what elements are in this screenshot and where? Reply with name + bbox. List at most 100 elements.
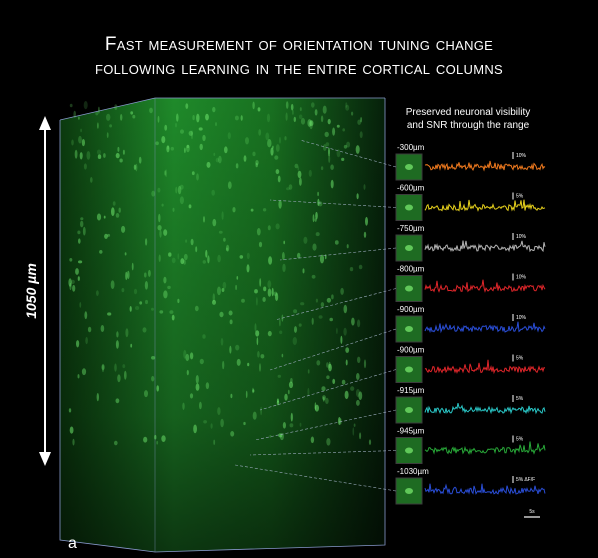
depth-label: -750µm [397, 224, 425, 233]
neuron [243, 421, 246, 426]
neuron [227, 132, 231, 140]
neuron [359, 432, 362, 440]
neuron [177, 253, 180, 260]
neuron [300, 118, 306, 125]
neuron [271, 287, 274, 297]
depth-label: 1050 µm [23, 263, 39, 319]
neuron [161, 136, 166, 144]
neuron [114, 104, 118, 110]
neuron [342, 128, 346, 132]
neuron [170, 146, 174, 151]
neuron [270, 147, 274, 156]
neuron [245, 137, 249, 145]
neuron [297, 252, 301, 259]
neuron [300, 302, 305, 306]
neuron [176, 113, 179, 122]
neuron [104, 233, 108, 239]
connector [279, 247, 397, 261]
neuron [359, 131, 363, 139]
neuron [282, 263, 286, 273]
neuron [116, 331, 119, 338]
scale-label: 10% [516, 234, 527, 240]
neuron [316, 360, 321, 366]
neuron [345, 102, 348, 108]
neuron [312, 214, 315, 223]
neuron [221, 211, 224, 220]
neuron [179, 196, 184, 205]
neuron [195, 375, 199, 384]
neuron [68, 408, 72, 413]
neuron [320, 302, 325, 308]
neuron [307, 369, 310, 374]
neuron [103, 153, 106, 158]
neuron [84, 311, 88, 320]
neuron [262, 297, 266, 302]
trace [424, 240, 546, 253]
neuron [310, 436, 315, 444]
neuron [78, 238, 81, 244]
neuron [281, 353, 284, 358]
neuron [254, 323, 257, 332]
neuron [314, 402, 317, 410]
neuron [274, 155, 279, 160]
neuron [332, 378, 336, 384]
neuron [235, 344, 240, 351]
neuron [189, 352, 194, 360]
neuron-spot [405, 447, 413, 454]
neuron [222, 281, 227, 289]
neuron [118, 207, 121, 213]
neuron [315, 232, 320, 237]
neuron [69, 282, 72, 291]
title-line: following learning in the entire cortica… [95, 58, 503, 79]
neuron [165, 169, 167, 178]
neuron [203, 216, 205, 223]
neuron [121, 288, 125, 293]
neuron [175, 123, 177, 128]
neuron [80, 217, 84, 221]
neuron [252, 389, 255, 393]
neuron [329, 317, 334, 322]
neuron [78, 135, 82, 144]
neuron [81, 368, 87, 376]
neuron [240, 115, 243, 121]
neuron [260, 406, 262, 416]
neuron [220, 338, 224, 346]
neuron [217, 286, 221, 296]
neuron [309, 121, 313, 130]
neuron [85, 337, 88, 345]
neuron [345, 347, 350, 353]
neuron [293, 116, 296, 123]
neuron [256, 228, 261, 236]
neuron [322, 396, 325, 402]
depth-label: -945µm [397, 427, 425, 436]
neuron [95, 111, 99, 116]
neuron [189, 393, 194, 399]
neuron [212, 218, 217, 227]
neuron [252, 411, 257, 420]
neuron [190, 238, 194, 246]
neuron [79, 152, 83, 160]
neuron [358, 264, 363, 270]
neuron [279, 318, 281, 327]
neuron [80, 128, 82, 133]
neuron [368, 439, 372, 446]
neuron [191, 171, 195, 176]
neuron [360, 117, 362, 123]
neuron [303, 236, 308, 244]
trace [424, 402, 546, 415]
neuron [196, 173, 199, 181]
neuron [122, 364, 126, 369]
neuron [324, 131, 329, 138]
neuron [320, 166, 324, 171]
neuron [277, 175, 281, 183]
neuron [101, 364, 105, 371]
connector [254, 409, 397, 441]
neuron [235, 284, 238, 291]
neuron [151, 375, 155, 382]
neuron [311, 274, 316, 279]
neuron [78, 260, 83, 264]
neuron [179, 184, 184, 190]
neuron [223, 237, 226, 242]
neuron [344, 390, 349, 400]
neuron [155, 141, 159, 146]
